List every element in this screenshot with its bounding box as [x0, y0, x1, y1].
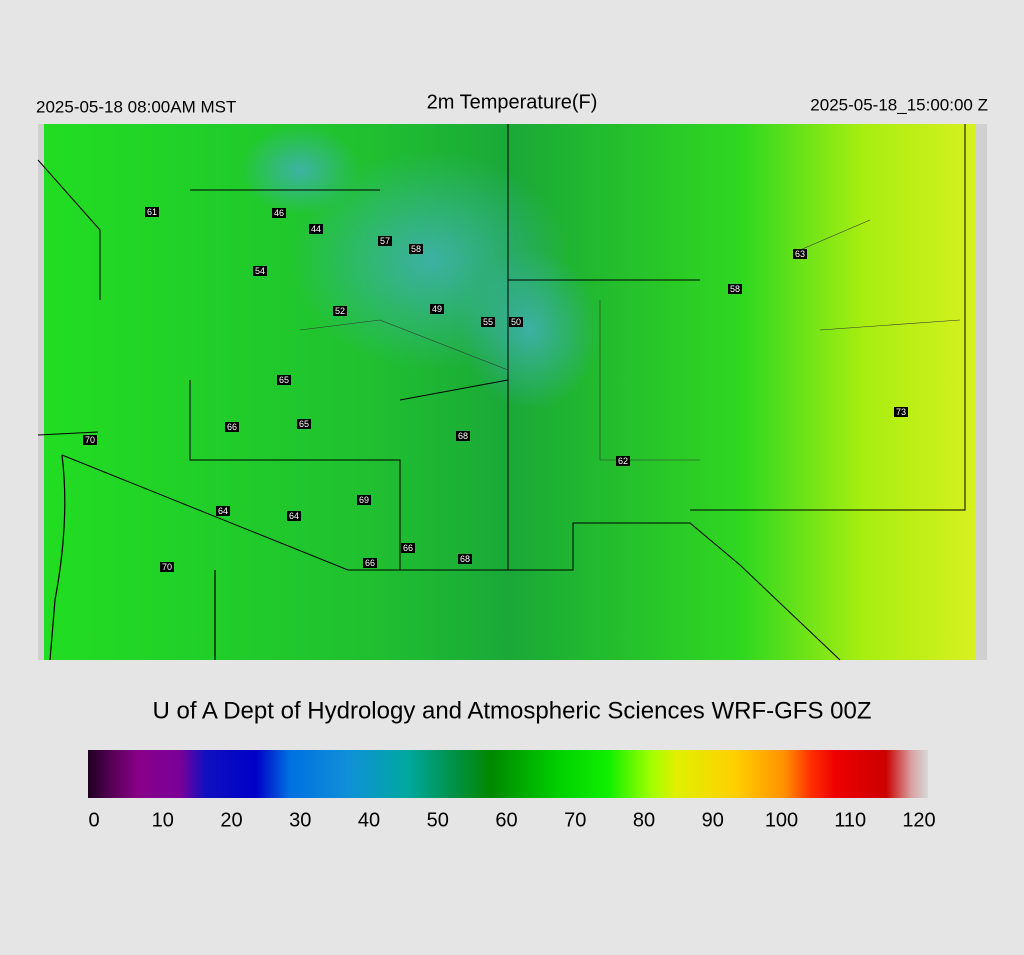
station-box	[894, 407, 908, 417]
station-value: 66	[403, 543, 413, 553]
station-value: 54	[255, 266, 265, 276]
station-box	[309, 224, 323, 234]
station-box	[277, 375, 291, 385]
station-box	[145, 207, 159, 217]
station-box	[401, 543, 415, 553]
colorbar-tick-label: 50	[427, 809, 449, 831]
colorbar-tick-label: 120	[902, 809, 935, 831]
boundaries	[37, 124, 966, 661]
station-value: 66	[227, 422, 237, 432]
station-value: 61	[147, 207, 157, 217]
colorbar	[88, 750, 928, 798]
station-value: 70	[85, 435, 95, 445]
station-box	[728, 284, 742, 294]
station-box	[430, 304, 444, 314]
station-value: 49	[432, 304, 442, 314]
colorbar-tick-label: 90	[702, 809, 724, 831]
station-box	[363, 558, 377, 568]
station-value: 73	[896, 407, 906, 417]
station-box	[287, 511, 301, 521]
station-box	[272, 208, 286, 218]
station-value: 64	[218, 506, 228, 516]
station-value: 68	[458, 431, 468, 441]
station-value: 58	[730, 284, 740, 294]
station-box	[481, 317, 495, 327]
station-value: 44	[311, 224, 321, 234]
station-value: 65	[299, 419, 309, 429]
station-value: 69	[359, 495, 369, 505]
station-value: 46	[274, 208, 284, 218]
map-title: 2m Temperature(F)	[427, 91, 598, 113]
station-box	[216, 506, 230, 516]
valid-time-utc: 2025-05-18_15:00:00 Z	[810, 95, 988, 114]
station-value: 65	[279, 375, 289, 385]
colorbar-tick-label: 110	[834, 809, 866, 831]
station-box	[333, 306, 347, 316]
station-box	[378, 236, 392, 246]
valid-time-local: 2025-05-18 08:00AM MST	[36, 97, 236, 116]
station-box	[793, 249, 807, 259]
station-value: 57	[380, 236, 390, 246]
station-box	[509, 317, 523, 327]
station-value: 70	[162, 562, 172, 572]
station-box	[456, 431, 470, 441]
colorbar-ticks: 0 10 20 30 40 50 60 70 80 90 100 110 120	[88, 809, 935, 831]
station-box	[357, 495, 371, 505]
colorbar-tick-label: 20	[220, 809, 242, 831]
station-value: 62	[618, 456, 628, 466]
cool-area	[240, 125, 360, 215]
colorbar-tick-label: 60	[495, 809, 517, 831]
cool-area	[460, 250, 600, 410]
station-value: 58	[411, 244, 421, 254]
station-value: 52	[335, 306, 345, 316]
colorbar-tick-label: 100	[765, 809, 798, 831]
station-box	[409, 244, 423, 254]
stations: 61 46 44 57 58 54 52 49 55 50 63 58 65 66 65 68 70 62 73 69…	[83, 207, 908, 572]
station-box	[83, 435, 97, 445]
colorbar-tick-label: 40	[358, 809, 380, 831]
station-box	[297, 419, 311, 429]
station-value: 50	[511, 317, 521, 327]
colorbar-tick-label: 10	[152, 809, 174, 831]
credit: U of A Dept of Hydrology and Atmospheric…	[153, 697, 872, 724]
colorbar-tick-label: 30	[289, 809, 311, 831]
colorbar-tick-label: 70	[564, 809, 586, 831]
station-value: 55	[483, 317, 493, 327]
station-value: 66	[365, 558, 375, 568]
station-box	[160, 562, 174, 572]
map: 61 46 44 57 58 54 52 49 55 50 63 58 65 66 65 68 70 62 73 69…	[37, 124, 987, 661]
colorbar-tick-label: 0	[88, 809, 99, 831]
station-value: 68	[460, 554, 470, 564]
station-value: 63	[795, 249, 805, 259]
station-box	[616, 456, 630, 466]
colorbar-tick-label: 80	[633, 809, 655, 831]
station-box	[253, 266, 267, 276]
station-box	[225, 422, 239, 432]
station-value: 64	[289, 511, 299, 521]
station-box	[458, 554, 472, 564]
